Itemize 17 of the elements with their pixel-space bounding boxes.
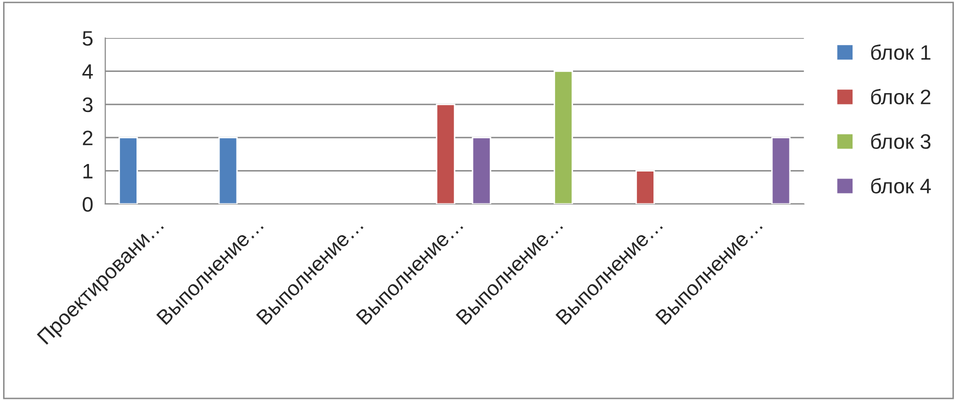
y-tick-label: 1 xyxy=(83,164,92,178)
y-tick-label: 2 xyxy=(82,130,92,146)
bar xyxy=(771,136,791,204)
y-tick-label: 4 xyxy=(82,64,93,79)
y-tick-label: 3 xyxy=(82,97,93,112)
legend-label: блок 2 xyxy=(871,88,930,104)
bar xyxy=(472,136,492,204)
legend-label: блок 1 xyxy=(871,44,930,60)
bar xyxy=(218,136,238,204)
y-tick-label: 5 xyxy=(82,31,93,46)
bar xyxy=(554,70,574,204)
legend-label: блок 4 xyxy=(871,178,931,194)
bar xyxy=(636,170,655,204)
legend-label: блок 3 xyxy=(871,133,930,149)
bar xyxy=(436,104,456,204)
bar xyxy=(118,136,138,204)
y-tick-label: 0 xyxy=(82,197,93,212)
